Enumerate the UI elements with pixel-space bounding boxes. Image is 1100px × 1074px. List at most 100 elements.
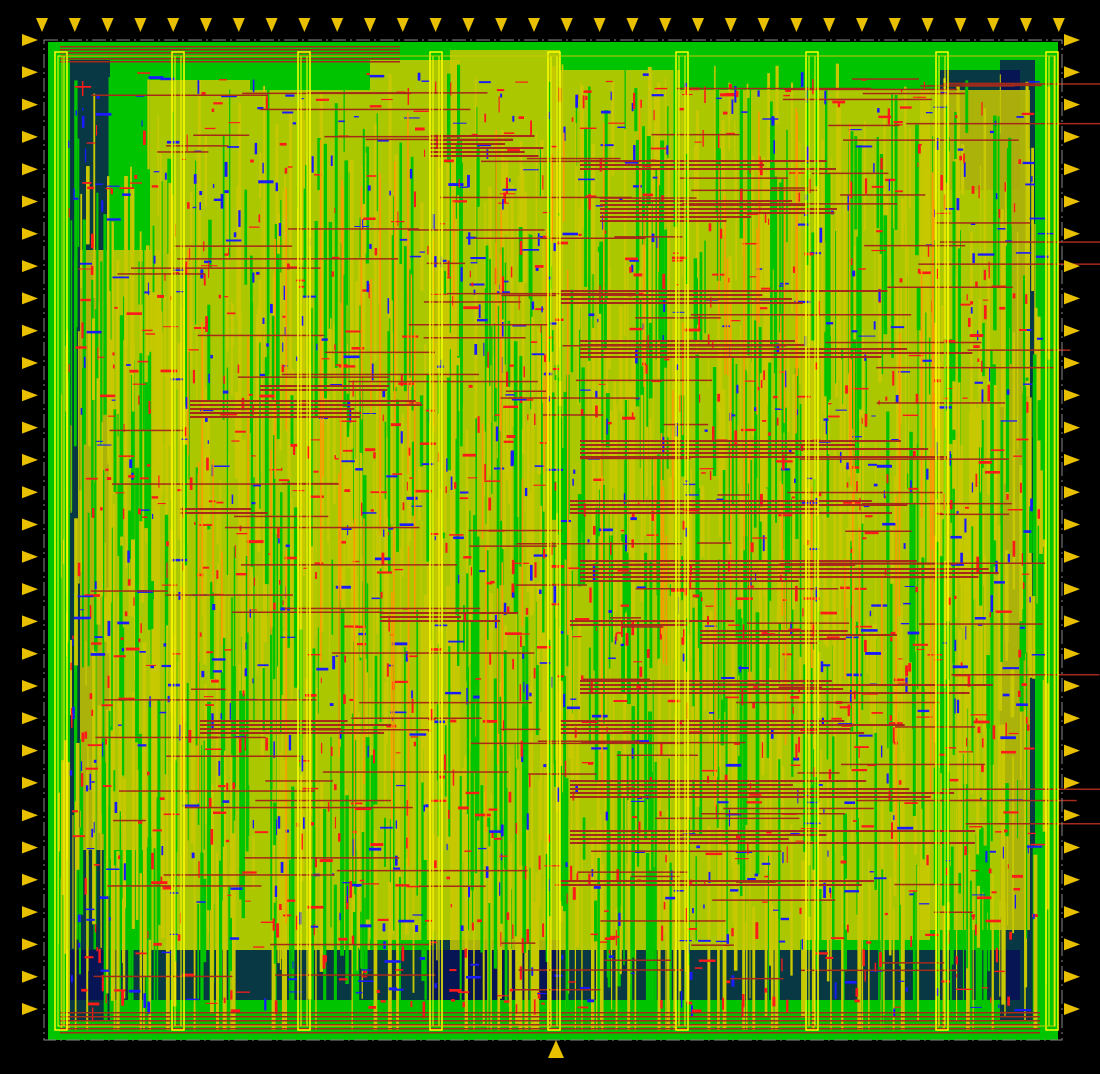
horizontal-route bbox=[570, 788, 910, 790]
metal-segment bbox=[338, 937, 348, 941]
vertical-wire bbox=[174, 760, 177, 962]
vertical-wire bbox=[496, 442, 500, 734]
vertical-wire bbox=[457, 195, 459, 356]
metal-segment bbox=[754, 407, 757, 412]
top-pin bbox=[495, 18, 508, 32]
vertical-wire bbox=[314, 221, 318, 419]
left-pin bbox=[22, 680, 38, 692]
vertical-wire bbox=[203, 878, 207, 963]
horizontal-route bbox=[876, 366, 1056, 369]
vertical-wire bbox=[98, 350, 103, 566]
metal-segment bbox=[753, 686, 759, 688]
metal-segment bbox=[400, 431, 403, 444]
metal-segment bbox=[458, 179, 460, 188]
metal-segment bbox=[903, 602, 911, 605]
horizontal-route bbox=[635, 317, 721, 319]
metal-segment bbox=[292, 122, 296, 125]
vertical-wire bbox=[891, 220, 894, 358]
metal-segment bbox=[340, 528, 352, 530]
metal-segment bbox=[533, 999, 536, 1015]
metal-segment bbox=[338, 833, 341, 842]
metal-segment bbox=[955, 956, 958, 965]
metal-segment bbox=[761, 632, 768, 635]
metal-segment bbox=[1029, 217, 1046, 220]
vertical-wire bbox=[184, 563, 188, 722]
vertical-wire bbox=[545, 853, 549, 962]
metal-segment bbox=[881, 745, 883, 758]
metal-segment bbox=[368, 1006, 376, 1009]
metal-segment bbox=[629, 327, 643, 331]
vertical-wire bbox=[297, 556, 301, 640]
horizontal-route bbox=[430, 143, 505, 145]
metal-segment bbox=[433, 256, 437, 268]
vertical-wire bbox=[1006, 806, 1009, 926]
metal-segment bbox=[87, 1002, 100, 1006]
vertical-wire bbox=[722, 141, 726, 236]
vertical-wire bbox=[473, 515, 476, 758]
metal-segment bbox=[338, 365, 356, 368]
vertical-wire bbox=[250, 302, 254, 567]
vertical-wire bbox=[519, 355, 523, 430]
metal-segment bbox=[166, 562, 168, 579]
metal-segment bbox=[731, 975, 735, 987]
metal-segment bbox=[1007, 996, 1010, 1006]
vertical-wire bbox=[959, 503, 962, 556]
vertical-wire bbox=[483, 791, 487, 922]
metal-segment bbox=[723, 111, 728, 115]
metal-segment bbox=[344, 489, 351, 492]
metal-segment bbox=[894, 1006, 901, 1008]
metal-segment bbox=[1025, 716, 1028, 724]
vertical-wire bbox=[491, 326, 493, 494]
metal-segment bbox=[371, 363, 374, 381]
metal-segment bbox=[554, 974, 563, 977]
vertical-wire bbox=[952, 525, 955, 755]
metal-segment bbox=[904, 802, 918, 804]
metal-segment bbox=[212, 183, 215, 188]
vertical-wire bbox=[993, 385, 998, 541]
vertical-wire bbox=[983, 108, 987, 267]
metal-segment bbox=[128, 475, 135, 478]
metal-segment bbox=[970, 1006, 982, 1008]
vertical-wire bbox=[810, 651, 813, 842]
horizontal-route bbox=[771, 187, 808, 189]
metal-segment bbox=[187, 202, 190, 209]
vertical-wire bbox=[452, 154, 456, 196]
metal-segment bbox=[309, 925, 319, 928]
metal-segment bbox=[319, 859, 333, 863]
metal-segment bbox=[1027, 844, 1029, 854]
vertical-wire bbox=[94, 482, 98, 652]
metal-segment bbox=[407, 447, 411, 456]
vertical-wire bbox=[672, 390, 674, 662]
top-pin bbox=[1020, 18, 1032, 32]
metal-segment bbox=[335, 585, 351, 589]
horizontal-route bbox=[655, 817, 800, 820]
metal-segment bbox=[799, 907, 802, 915]
orange-route bbox=[545, 229, 548, 443]
metal-segment bbox=[582, 95, 585, 109]
vertical-wire bbox=[717, 827, 720, 1030]
vertical-wire bbox=[232, 666, 236, 788]
metal-segment bbox=[265, 96, 268, 110]
vertical-wire bbox=[384, 421, 387, 500]
vertical-wire bbox=[856, 236, 860, 474]
horizontal-route bbox=[675, 87, 872, 90]
vertical-wire bbox=[728, 82, 731, 151]
horizontal-route bbox=[224, 526, 420, 529]
horizontal-route bbox=[951, 674, 1100, 676]
metal-segment bbox=[166, 541, 169, 547]
metal-segment bbox=[422, 1001, 426, 1019]
metal-segment bbox=[780, 917, 789, 921]
vertical-wire bbox=[551, 135, 556, 267]
metal-segment bbox=[505, 394, 515, 396]
vertical-wire bbox=[612, 576, 616, 641]
vertical-wire bbox=[1019, 609, 1024, 712]
horizontal-route bbox=[165, 594, 293, 596]
right-pin bbox=[1064, 615, 1080, 628]
metal-segment bbox=[340, 540, 346, 544]
vertical-wire bbox=[460, 140, 462, 273]
metal-segment bbox=[339, 731, 342, 739]
metal-segment bbox=[781, 958, 783, 972]
left-pin bbox=[22, 98, 38, 111]
metal-segment bbox=[539, 589, 542, 594]
metal-segment bbox=[361, 969, 372, 971]
